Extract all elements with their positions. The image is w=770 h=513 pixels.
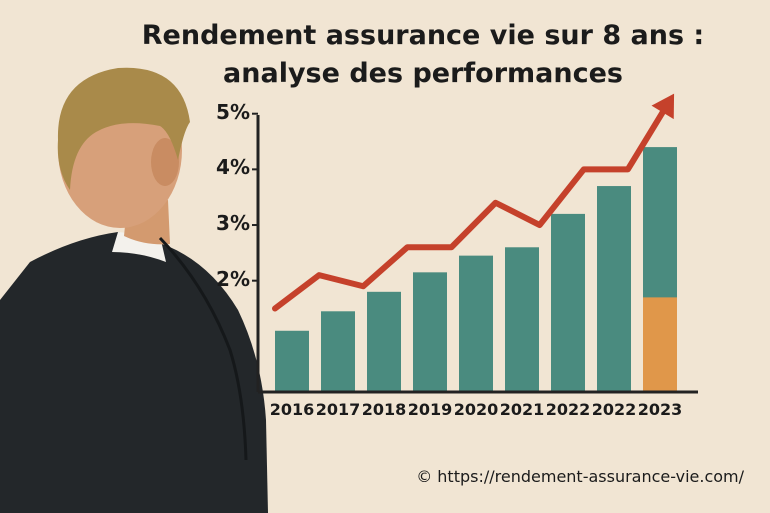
- hair: [57, 67, 190, 190]
- bar: [413, 272, 447, 392]
- ear: [151, 138, 179, 186]
- bar: [321, 311, 355, 392]
- x-tick-label: 2018: [361, 400, 407, 419]
- chart-title-line-1: Rendement assurance vie sur 8 ans :: [141, 20, 705, 51]
- bar: [459, 255, 493, 392]
- x-tick-label: 2022: [591, 400, 637, 419]
- y-tick-label: 5%: [216, 99, 250, 124]
- y-tick-label: 2%: [216, 266, 250, 291]
- businessman-illustration: [0, 67, 268, 513]
- trend-line: [272, 109, 666, 312]
- x-tick-label: 2020: [453, 400, 499, 419]
- x-tick-label: 2017: [315, 400, 361, 419]
- jacket-seam: [158, 236, 248, 461]
- bar: [505, 247, 539, 392]
- x-tick-label: 2019: [407, 400, 453, 419]
- trend-arrowhead: [651, 93, 675, 120]
- y-tick-label: 4%: [216, 155, 250, 180]
- bar: [275, 330, 309, 392]
- copyright-text: © https://rendement-assurance-vie.com/: [416, 467, 744, 486]
- bar: [367, 291, 401, 392]
- x-tick-label: 2021: [499, 400, 545, 419]
- x-tick-label: 2022: [545, 400, 591, 419]
- bar: [551, 213, 585, 392]
- y-tick-label: 3%: [216, 211, 250, 236]
- x-tick-label: 2023: [637, 400, 683, 419]
- x-tick-label: 2016: [269, 400, 315, 419]
- bar: [597, 186, 631, 392]
- bar-highlight-segment: [643, 297, 677, 392]
- suit-body: [0, 232, 268, 513]
- chart-title-line-2: analyse des performances: [223, 58, 623, 89]
